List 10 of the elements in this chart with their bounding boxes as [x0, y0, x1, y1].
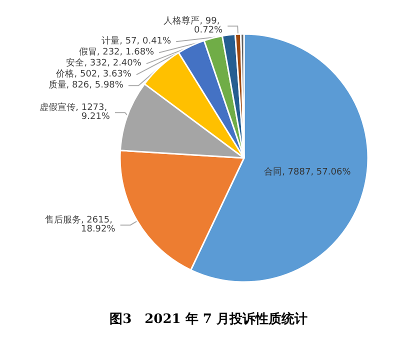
slice-label: 质量, 826, 5.98% — [48, 80, 124, 91]
slice-label: 人格尊严, 99, 0.72% — [164, 16, 224, 36]
slice-label: 假冒, 232, 1.68% — [78, 46, 155, 58]
slice-label: 计量, 57, 0.41% — [102, 36, 172, 47]
slice-label: 虚假宣传, 1273, 9.21% — [40, 102, 110, 122]
slice-label: 安全, 332, 2.40% — [66, 58, 142, 69]
text: 图3 2021 年 7 月投诉性质统计 — [110, 311, 308, 327]
slice-label: 价格, 502, 3.63% — [55, 68, 132, 80]
slice-label: 合同, 7887, 57.06% — [264, 166, 352, 178]
slice-label: 售后服务, 2615, 18.92% — [44, 214, 116, 235]
